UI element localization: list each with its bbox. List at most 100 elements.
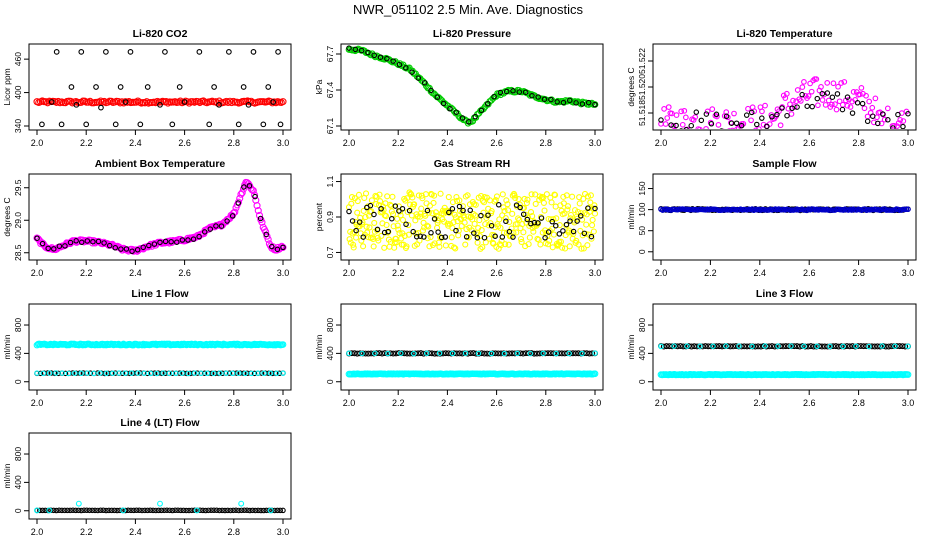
data-point bbox=[185, 370, 192, 377]
data-point bbox=[224, 218, 230, 224]
data-point bbox=[406, 207, 413, 214]
y-axis-label: ml/min bbox=[314, 334, 324, 359]
data-point bbox=[89, 507, 96, 514]
data-point bbox=[528, 191, 535, 198]
data-point bbox=[738, 122, 745, 129]
y-axis-label: degrees C bbox=[2, 197, 12, 236]
data-point bbox=[703, 126, 709, 129]
data-point bbox=[881, 116, 888, 123]
data-point bbox=[180, 507, 187, 514]
data-point bbox=[577, 213, 584, 219]
data-point bbox=[807, 80, 813, 87]
data-point bbox=[251, 370, 258, 377]
y-tick-label: 1.1 bbox=[325, 175, 335, 187]
data-point bbox=[419, 195, 426, 202]
data-point bbox=[517, 350, 524, 357]
data-point bbox=[549, 218, 555, 225]
data-point bbox=[138, 341, 146, 349]
data-point bbox=[73, 238, 79, 244]
data-point bbox=[245, 101, 252, 108]
data-point bbox=[834, 91, 841, 97]
data-point bbox=[249, 507, 256, 514]
data-point bbox=[699, 133, 704, 138]
data-point bbox=[389, 215, 395, 222]
x-tick-label: 2.2 bbox=[392, 268, 405, 278]
data-point bbox=[888, 343, 895, 350]
data-point bbox=[353, 227, 359, 234]
data-point bbox=[511, 350, 518, 357]
data-point bbox=[122, 99, 129, 105]
data-point bbox=[112, 245, 119, 251]
data-point bbox=[399, 206, 406, 212]
data-point bbox=[141, 99, 149, 107]
data-point bbox=[422, 212, 429, 219]
data-point bbox=[346, 236, 353, 243]
data-point bbox=[516, 201, 523, 208]
data-point bbox=[481, 350, 488, 357]
data-point bbox=[564, 203, 572, 210]
data-point bbox=[465, 234, 472, 241]
data-point bbox=[381, 229, 388, 236]
data-point bbox=[832, 101, 838, 107]
data-point bbox=[694, 133, 699, 138]
data-point bbox=[462, 241, 469, 248]
data-point bbox=[162, 238, 169, 245]
plot-frame bbox=[28, 303, 292, 391]
data-point bbox=[762, 102, 768, 109]
data-point bbox=[495, 202, 502, 208]
data-point bbox=[53, 507, 60, 514]
data-point bbox=[34, 370, 40, 376]
data-point bbox=[838, 80, 845, 86]
x-tick-label: 3.0 bbox=[277, 138, 290, 148]
data-point bbox=[394, 215, 401, 222]
data-point bbox=[591, 202, 598, 209]
data-point bbox=[774, 111, 780, 118]
data-point bbox=[280, 370, 286, 376]
data-point bbox=[253, 202, 261, 210]
data-point bbox=[567, 218, 573, 224]
data-point bbox=[505, 241, 512, 248]
data-point bbox=[161, 507, 167, 514]
data-point bbox=[219, 507, 225, 514]
data-point bbox=[390, 58, 396, 64]
data-point bbox=[168, 239, 174, 245]
data-point bbox=[501, 350, 508, 357]
data-point bbox=[196, 98, 204, 107]
data-point bbox=[64, 507, 71, 514]
data-point bbox=[432, 209, 439, 216]
data-point bbox=[359, 219, 366, 226]
data-point bbox=[733, 120, 740, 126]
data-point bbox=[477, 245, 484, 252]
data-point bbox=[157, 500, 163, 507]
data-point bbox=[142, 507, 148, 514]
y-tick-label: 0.9 bbox=[325, 211, 335, 223]
data-point bbox=[200, 507, 206, 514]
data-point bbox=[428, 230, 434, 236]
data-point bbox=[55, 370, 62, 377]
data-point bbox=[187, 235, 196, 243]
data-point bbox=[557, 238, 564, 245]
data-point bbox=[403, 221, 409, 228]
data-point bbox=[276, 244, 285, 252]
data-point bbox=[749, 343, 755, 350]
data-point bbox=[524, 196, 531, 203]
x-tick-label: 2.0 bbox=[343, 398, 356, 408]
data-point bbox=[715, 122, 722, 128]
data-point bbox=[436, 243, 443, 250]
x-tick-label: 2.0 bbox=[31, 138, 44, 148]
data-point bbox=[473, 350, 480, 357]
data-point bbox=[560, 193, 567, 200]
data-point bbox=[809, 103, 815, 110]
data-point bbox=[166, 370, 173, 377]
y-tick-label: 0.7 bbox=[325, 246, 335, 258]
data-point bbox=[106, 242, 113, 249]
data-point bbox=[461, 219, 468, 226]
data-point bbox=[387, 238, 394, 245]
data-point bbox=[491, 198, 498, 205]
data-point bbox=[550, 350, 557, 357]
data-point bbox=[488, 350, 495, 357]
data-point bbox=[116, 370, 122, 376]
data-point bbox=[437, 190, 444, 197]
data-point bbox=[193, 507, 200, 514]
data-point bbox=[42, 507, 49, 514]
